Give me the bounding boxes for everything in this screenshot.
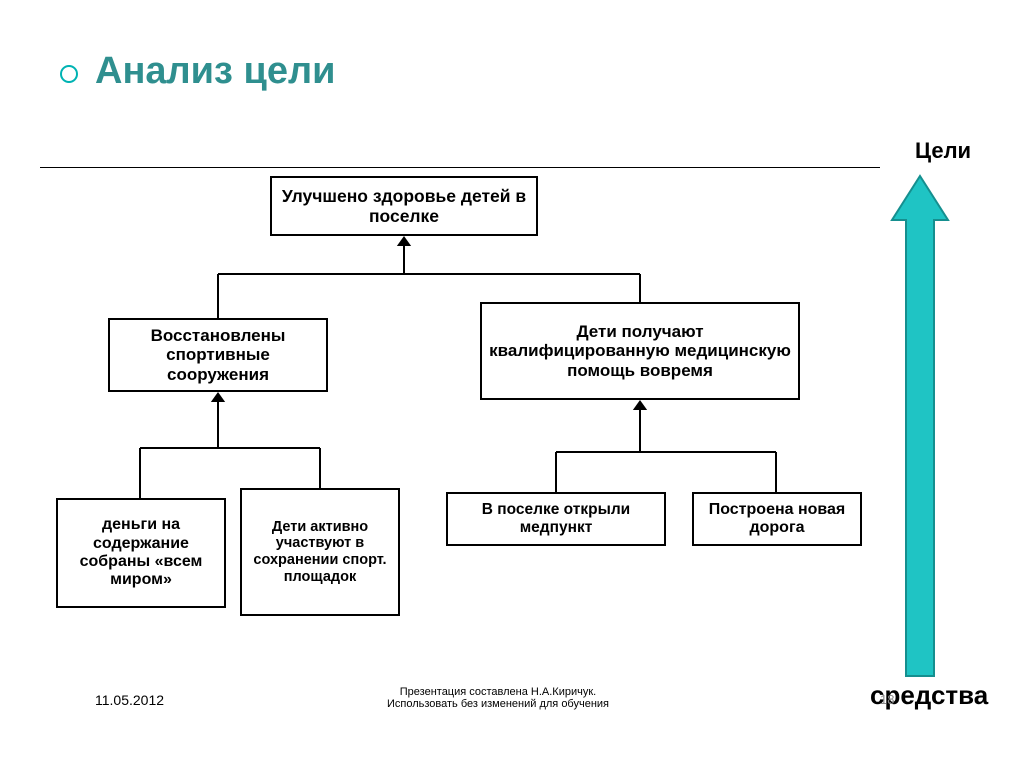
node-l2b: Дети активно участвуют в сохранении спор… xyxy=(240,488,400,616)
label-goals: Цели xyxy=(915,138,971,164)
footer-credit-line2: Использовать без изменений для обучения xyxy=(328,698,668,710)
title-underline xyxy=(40,167,880,168)
footer-credit: Презентация составлена Н.А.Киричук. Испо… xyxy=(328,686,668,710)
node-l2c: В поселке открыли медпункт xyxy=(446,492,666,546)
slide-title: Анализ цели xyxy=(95,50,335,93)
node-l2d: Построена новая дорога xyxy=(692,492,862,546)
footer-date: 11.05.2012 xyxy=(95,692,164,708)
node-l1a: Восстановлены спортивные сооружения xyxy=(108,318,328,392)
large-arrow-icon xyxy=(890,174,950,678)
footer-credit-line1: Презентация составлена Н.А.Киричук. xyxy=(328,686,668,698)
node-l2a: деньги на содержание собраны «всем миром… xyxy=(56,498,226,608)
title-bullet-icon xyxy=(60,65,78,83)
node-root: Улучшено здоровье детей в поселке xyxy=(270,176,538,236)
footer-page-number: 18 xyxy=(880,692,894,707)
node-l1b: Дети получают квалифицированную медицинс… xyxy=(480,302,800,400)
